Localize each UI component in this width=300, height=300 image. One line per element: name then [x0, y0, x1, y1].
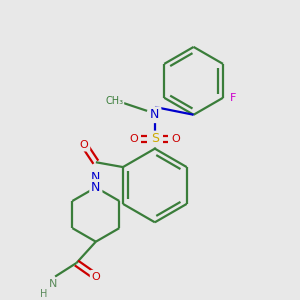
Text: O: O	[129, 134, 138, 144]
Text: O: O	[92, 272, 100, 282]
Text: O: O	[80, 140, 88, 150]
Text: CH₃: CH₃	[105, 96, 123, 106]
Text: N: N	[49, 279, 57, 289]
Text: H: H	[40, 289, 47, 299]
Text: N: N	[150, 108, 160, 121]
Text: S: S	[151, 133, 159, 146]
Text: F: F	[230, 93, 236, 103]
Text: N: N	[91, 171, 101, 184]
Text: N: N	[91, 181, 101, 194]
Text: O: O	[172, 134, 181, 144]
